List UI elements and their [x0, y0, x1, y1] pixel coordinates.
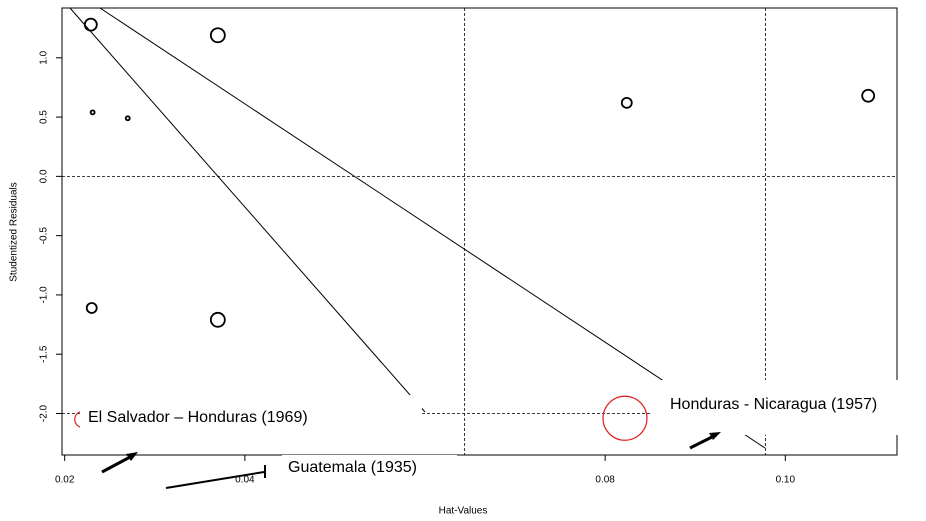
- y-tick-label: -0.5: [39, 227, 50, 245]
- point: [602, 395, 648, 441]
- x-tick-label: 0.04: [235, 475, 255, 486]
- y-tick-label: 0.0: [39, 169, 50, 183]
- arrow: [689, 434, 715, 450]
- y-tick-label: 0.5: [39, 110, 50, 124]
- y-tick-label: -1.5: [39, 345, 50, 363]
- label-box: [650, 380, 926, 435]
- arrow: [165, 471, 265, 489]
- point: [861, 88, 876, 103]
- label-box: [80, 395, 422, 440]
- x-tick-label: 0.10: [776, 475, 796, 486]
- y-axis-title: Studentized Residuals: [9, 182, 20, 282]
- point: [83, 17, 98, 32]
- annotation: Guatemala (1935): [288, 459, 417, 476]
- x-axis-title: Hat-Values: [439, 506, 488, 517]
- reference-line: [69, 7, 426, 413]
- y-tick-label: -2.0: [39, 404, 50, 422]
- point: [124, 115, 131, 122]
- annotation: Honduras - Nicaragua (1957): [670, 396, 877, 413]
- point: [89, 109, 96, 116]
- arrow-head: [709, 432, 721, 440]
- point: [85, 302, 98, 314]
- x-tick-label: 0.02: [55, 475, 75, 486]
- reference-line: [99, 7, 766, 449]
- point: [209, 311, 226, 328]
- y-tick-label: -1.0: [39, 286, 50, 304]
- label-box: [282, 455, 457, 483]
- point: [620, 96, 633, 109]
- x-tick-label: 0.08: [595, 475, 615, 486]
- annotation: El Salvador – Honduras (1969): [88, 409, 308, 426]
- arrow: [101, 454, 133, 474]
- point: [209, 27, 226, 44]
- y-tick-label: 1.0: [39, 50, 50, 64]
- arrow-head: [126, 452, 138, 461]
- plot-frame: [61, 7, 898, 456]
